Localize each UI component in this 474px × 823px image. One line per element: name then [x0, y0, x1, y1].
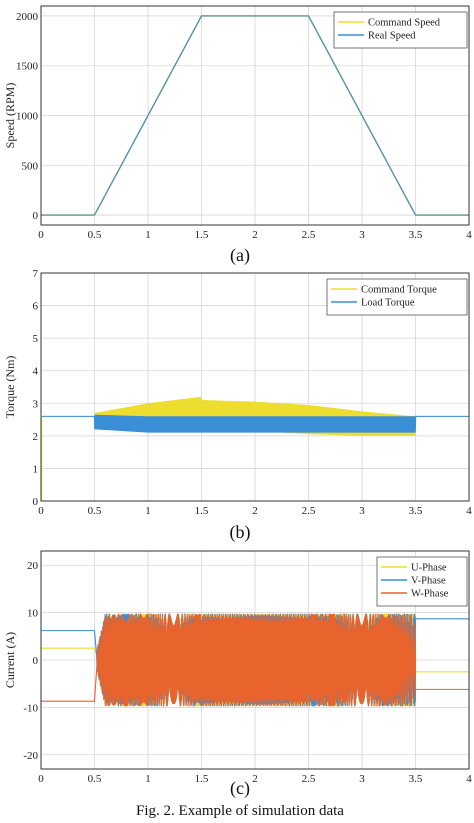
legend-label: Real Speed	[368, 31, 416, 42]
x-tick-label: 2	[252, 229, 258, 241]
axes-frame	[40, 272, 470, 502]
x-tick-label: 2	[252, 773, 258, 785]
y-tick-label: 7	[33, 268, 39, 280]
legend-label: Load Torque	[361, 298, 415, 309]
figure-caption: Fig. 2. Example of simulation data	[136, 803, 344, 819]
x-tick-label: 1	[145, 229, 151, 241]
x-tick-label: 0.5	[88, 773, 102, 785]
series-line	[41, 396, 469, 436]
y-tick-label: 1000	[16, 111, 39, 123]
y-axis-label: Current (A)	[3, 632, 17, 688]
y-tick-label: 0	[33, 655, 39, 667]
speed-chart-panel: 0 0.5 1 1.5 2 2.5 3 3.5 4 0 500 1000 1500 2000 Speed (…	[3, 5, 472, 241]
y-tick-label: 5	[33, 333, 39, 345]
x-tick-label: 3.5	[409, 505, 423, 517]
legend-label: W-Phase	[411, 589, 449, 600]
y-axis-label: Speed (RPM)	[3, 83, 17, 149]
x-tick-label: 1	[145, 773, 151, 785]
legend-label: U-Phase	[411, 563, 447, 574]
x-tick-label: 0	[38, 229, 44, 241]
x-tick-label: 2	[252, 505, 258, 517]
x-tick-label: 1.5	[195, 773, 209, 785]
x-tick-label: 0.5	[88, 229, 102, 241]
subplot-label-a: (a)	[230, 245, 250, 266]
y-tick-label: 0	[33, 496, 39, 508]
current-chart-panel: 0 0.5 1 1.5 2 2.5 3 3.5 4 -20 -10 0 10 20 Current (A) U…	[3, 550, 472, 785]
x-tick-label: 4	[466, 773, 472, 785]
x-tick-label: 0.5	[88, 505, 102, 517]
y-tick-label: -10	[23, 702, 38, 714]
y-axis-label: Torque (Nm)	[3, 356, 17, 419]
legend-box	[326, 278, 468, 316]
y-tick-label: 0	[33, 210, 39, 222]
y-tick-label: 20	[27, 560, 39, 572]
legend-box	[333, 11, 468, 49]
series-line	[41, 414, 469, 433]
x-tick-label: 4	[466, 229, 472, 241]
x-tick-label: 3.5	[409, 773, 423, 785]
y-tick-label: 10	[27, 608, 39, 620]
y-tick-label: 1	[33, 463, 39, 475]
legend-label: V-Phase	[411, 576, 446, 587]
y-tick-label: -20	[23, 750, 38, 762]
x-tick-label: 4	[466, 505, 472, 517]
legend-label: Command Torque	[361, 285, 437, 296]
y-tick-label: 4	[33, 366, 39, 378]
subplot-label-c: (c)	[230, 778, 250, 799]
y-tick-label: 6	[33, 301, 39, 313]
x-tick-label: 0	[38, 505, 44, 517]
torque-chart-panel: 0 0.5 1 1.5 2 2.5 3 3.5 4 0 1 2 3 4 5 6 7 Torque (Nm) Comm…	[3, 268, 472, 517]
subplot-label-b: (b)	[230, 522, 251, 543]
y-tick-label: 500	[22, 160, 39, 172]
x-tick-label: 1	[145, 505, 151, 517]
y-tick-label: 1500	[16, 61, 39, 73]
legend-box	[376, 556, 468, 607]
y-tick-label: 3	[33, 398, 39, 410]
x-tick-label: 1.5	[195, 505, 209, 517]
x-tick-label: 3.5	[409, 229, 423, 241]
x-tick-label: 3	[359, 229, 365, 241]
series-line	[41, 15, 469, 216]
axes-frame	[40, 5, 470, 226]
series-group	[41, 613, 469, 707]
y-tick-label: 2000	[16, 11, 39, 23]
axes-frame	[40, 550, 470, 770]
y-tick-label: 2	[33, 431, 39, 443]
x-tick-label: 0	[38, 773, 44, 785]
series-group	[41, 396, 469, 501]
x-tick-label: 1.5	[195, 229, 209, 241]
x-tick-label: 3	[359, 505, 365, 517]
x-tick-label: 2.5	[302, 229, 316, 241]
legend-label: Command Speed	[368, 18, 441, 29]
x-tick-label: 2.5	[302, 505, 316, 517]
x-tick-label: 2.5	[302, 773, 316, 785]
x-tick-label: 3	[359, 773, 365, 785]
series-line	[41, 613, 469, 707]
series-group	[41, 15, 469, 216]
